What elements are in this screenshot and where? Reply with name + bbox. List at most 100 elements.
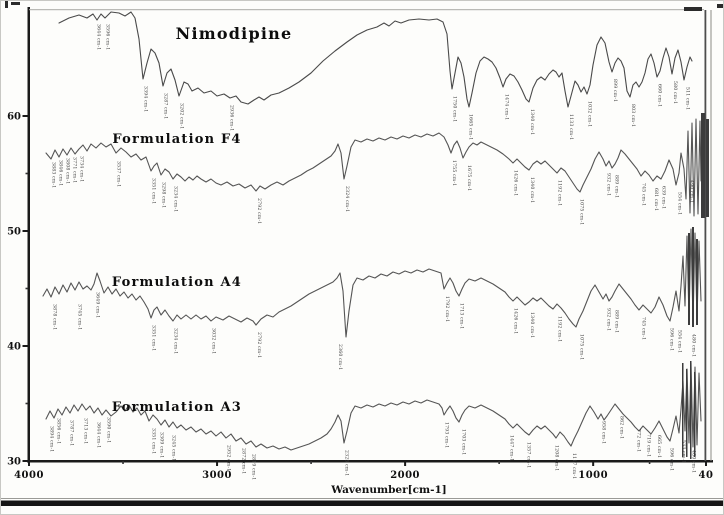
end-noise-bar-formulation-f4	[701, 113, 705, 218]
peak-wavenumber-label: 3771 cm-1	[72, 157, 78, 183]
y-tick-label: 60	[7, 112, 21, 123]
series-label-formulation-a4: Formulation A4	[112, 275, 242, 290]
peak-wavenumber-label: 1208 cm-1	[554, 445, 560, 471]
peak-wavenumber-label: 681 cm-1	[653, 188, 659, 211]
peak-wavenumber-label: 2324 cm-1	[344, 186, 350, 212]
peak-wavenumber-label: 3351 cm-1	[151, 178, 157, 204]
peak-wavenumber-label: 3878 cm-1	[52, 304, 58, 330]
series-label-nimodipine: Nimodipine	[176, 24, 293, 43]
series-label-formulation-a3: Formulation A3	[112, 400, 242, 415]
peak-wavenumber-label: 3202 cm-1	[179, 103, 185, 129]
peak-wavenumber-label: 1675 cm-1	[466, 165, 472, 191]
peak-wavenumber-label: 554 cm-1	[677, 330, 683, 353]
end-noise-bar-formulation-a3	[682, 363, 684, 457]
peak-wavenumber-label: 3245 cm-1	[171, 435, 177, 461]
peak-wavenumber-label: 2792 cm-1	[256, 332, 262, 358]
x-minor-tick	[648, 461, 651, 464]
peak-wavenumber-label: 490 cm-1	[689, 180, 695, 203]
peak-wavenumber-label: 1340 cm-1	[529, 177, 535, 203]
peak-wavenumber-label: 1474 cm-1	[504, 94, 510, 120]
peak-wavenumber-label: 1340 cm-1	[529, 109, 535, 135]
peak-wavenumber-label: 862 cm-1	[619, 416, 625, 439]
peak-wavenumber-label: 3351 cm-1	[151, 325, 157, 351]
peak-wavenumber-label: 1703 cm-1	[461, 429, 467, 455]
peak-wavenumber-label: 3309 cm-1	[159, 432, 165, 458]
y-minor-tick	[25, 172, 28, 175]
peak-wavenumber-label: 3856 cm-1	[56, 418, 62, 444]
peak-wavenumber-label: 1447 cm-1	[509, 435, 515, 461]
peak-wavenumber-label: 3351 cm-1	[151, 428, 157, 454]
y-tick	[22, 345, 28, 347]
peak-wavenumber-label: 511 cm-1	[685, 87, 691, 110]
peak-wavenumber-label: 1075 cm-1	[579, 334, 585, 360]
spectrum-trace-formulation-a3	[45, 362, 702, 451]
peak-wavenumber-label: 1792 cm-1	[444, 296, 450, 322]
x-axis-line	[29, 460, 713, 463]
peak-wavenumber-label: 1192 cm-1	[557, 180, 563, 206]
peak-wavenumber-label: 580 cm-1	[672, 81, 678, 104]
end-noise-bar-formulation-f4	[706, 119, 709, 217]
peak-wavenumber-label: 3894 cm-1	[49, 426, 55, 452]
peak-wavenumber-label: 3394 cm-1	[143, 86, 149, 112]
scan-artifact-mark	[684, 7, 702, 11]
peak-wavenumber-label: 1340 cm-1	[529, 312, 535, 338]
x-tick	[592, 462, 595, 466]
x-tick-label: 4000	[14, 470, 44, 481]
end-noise-bar-formulation-a3	[694, 372, 696, 457]
plot-top-border	[29, 9, 704, 11]
peak-wavenumber-label: 480 cm-1	[691, 334, 697, 357]
y-minor-tick	[25, 402, 28, 405]
scan-artifact-mark	[5, 1, 8, 8]
end-noise-bar-formulation-a3	[686, 369, 688, 457]
x-minor-tick	[498, 461, 500, 464]
y-tick	[22, 115, 28, 117]
peak-wavenumber-label: 639 cm-1	[661, 186, 667, 209]
y-minor-tick	[25, 287, 28, 290]
y-tick	[22, 230, 28, 232]
peak-wavenumber-label: 1426 cm-1	[513, 308, 519, 334]
x-tick-label: 1000	[578, 470, 608, 481]
spectrum-trace-formulation-f4	[45, 118, 702, 217]
end-noise-bar-formulation-a4	[696, 239, 698, 325]
peak-wavenumber-label: 1713 cm-1	[459, 303, 465, 329]
peak-wavenumber-label: 3808 cm-1	[65, 158, 71, 184]
peak-wavenumber-label: 745 cm-1	[641, 183, 647, 206]
peak-wavenumber-label: 554 cm-1	[677, 192, 683, 215]
peak-wavenumber-label: 3537 cm-1	[116, 161, 122, 187]
peak-wavenumber-label: 719 cm-1	[646, 434, 652, 457]
x-minor-tick	[122, 461, 124, 464]
peak-wavenumber-label: 803 cm-1	[630, 104, 636, 127]
peak-wavenumber-label: 2952 cm-1	[226, 445, 232, 471]
peak-wavenumber-label: 596 cm-1	[669, 328, 675, 351]
peak-wavenumber-label: 3745 cm-1	[77, 304, 83, 330]
peak-wavenumber-label: 1750 cm-1	[452, 96, 458, 122]
peak-wavenumber-label: 3644 cm-1	[96, 422, 102, 448]
peak-wavenumber-label: 1793 cm-1	[444, 422, 450, 448]
spectrum-trace-formulation-a4	[42, 228, 702, 338]
peak-wavenumber-label: 1426 cm-1	[513, 170, 519, 196]
x-minor-tick	[310, 461, 312, 464]
spectrum-trace-nimodipine	[58, 11, 693, 108]
y-tick-label: 30	[7, 457, 21, 468]
peak-wavenumber-label: 1075 cm-1	[579, 199, 585, 225]
peak-wavenumber-label: 2936 cm-1	[229, 105, 235, 131]
peak-wavenumber-label: 660 cm-1	[657, 84, 663, 107]
peak-wavenumber-label: 889 cm-1	[614, 310, 620, 333]
peak-wavenumber-label: 1032 cm-1	[587, 101, 593, 127]
peak-wavenumber-label: 2360 cm-1	[337, 344, 343, 370]
end-noise-bar-formulation-a4	[692, 227, 694, 327]
x-tick	[28, 462, 30, 466]
peak-wavenumber-label: 533 cm-1	[681, 440, 687, 463]
peak-wavenumber-label: 3883 cm-1	[51, 162, 57, 188]
end-noise-bar-formulation-a4	[688, 233, 690, 325]
scan-artifact-mark	[717, 4, 723, 8]
peak-wavenumber-label: 2819 cm-1	[251, 454, 257, 480]
plot-right-border-outer	[710, 10, 712, 461]
series-label-formulation-f4: Formulation F4	[112, 132, 241, 147]
peak-wavenumber-label: 3644 cm-1	[96, 24, 102, 50]
x-tick	[404, 462, 407, 466]
peak-wavenumber-label: 1133 cm-1	[568, 114, 574, 140]
peak-wavenumber-label: 3234 cm-1	[173, 328, 179, 354]
peak-wavenumber-label: 3649 cm-1	[95, 292, 101, 318]
